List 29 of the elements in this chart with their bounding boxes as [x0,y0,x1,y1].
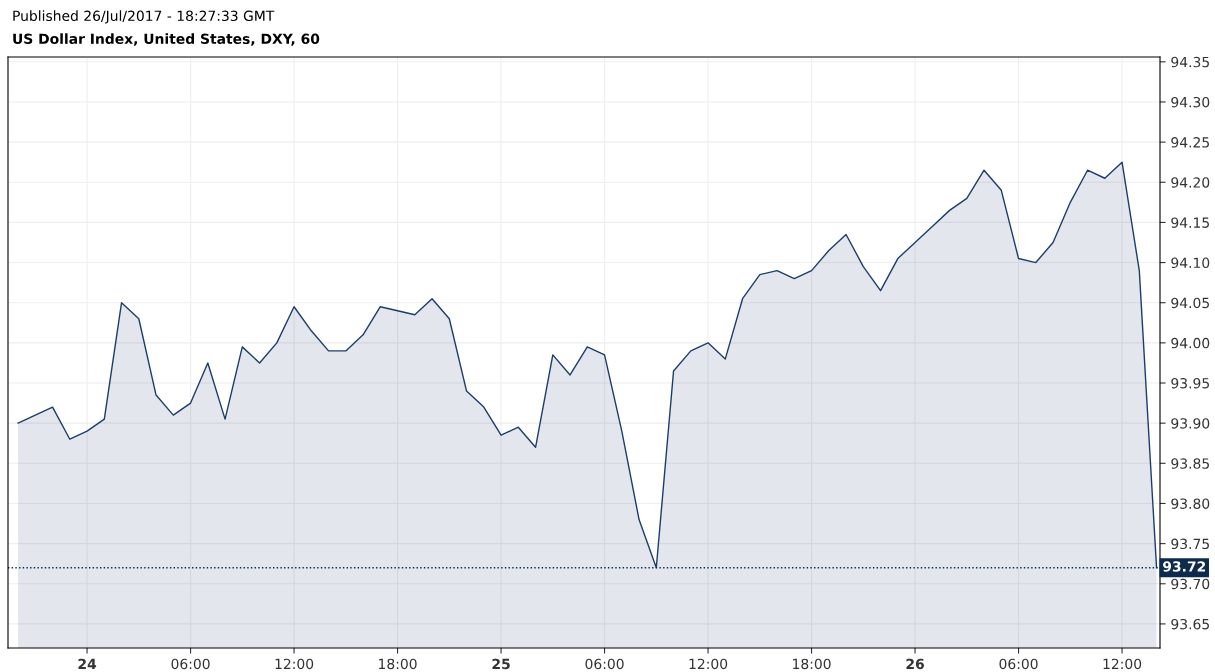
x-tick-label: 06:00 [585,658,624,670]
x-tick-label: 18:00 [793,658,831,670]
y-tick-label: 94.05 [1171,297,1209,309]
y-tick-label: 94.30 [1171,96,1210,108]
y-tick-label: 94.15 [1171,217,1209,228]
y-tick-label: 94.20 [1171,177,1210,188]
y-tick-label: 94.35 [1171,56,1209,68]
x-tick-label: 25 [492,658,510,670]
x-tick-label: 12:00 [1103,658,1142,670]
chart-title: US Dollar Index, United States, DXY, 60 [13,33,320,46]
y-tick-label: 94.10 [1171,257,1210,269]
x-tick-label: 18:00 [379,658,417,670]
x-tick-label: 06:00 [171,658,210,670]
y-tick-label: 94.00 [1171,337,1210,349]
text: Published 26/Jul/2017 - 18:27:33 GMT [13,10,275,24]
x-tick-label: 06:00 [999,658,1038,670]
y-tick-label: 93.90 [1171,418,1210,429]
y-tick-label: 93.95 [1171,377,1209,389]
y-tick-label: 93.85 [1171,458,1209,469]
y-tick-label: 93.70 [1171,578,1210,590]
ref-line-label: 93.72 [1163,561,1206,572]
x-tick-label: 24 [78,658,97,669]
y-tick-label: 93.75 [1171,538,1209,550]
y-tick-label: 93.80 [1171,498,1210,509]
y-tick-label: 93.65 [1171,618,1209,630]
x-tick-label: 26 [906,658,924,670]
y-tick-label: 94.25 [1171,137,1209,148]
x-tick-label: 12:00 [275,658,314,670]
x-tick-label: 12:00 [689,658,728,670]
